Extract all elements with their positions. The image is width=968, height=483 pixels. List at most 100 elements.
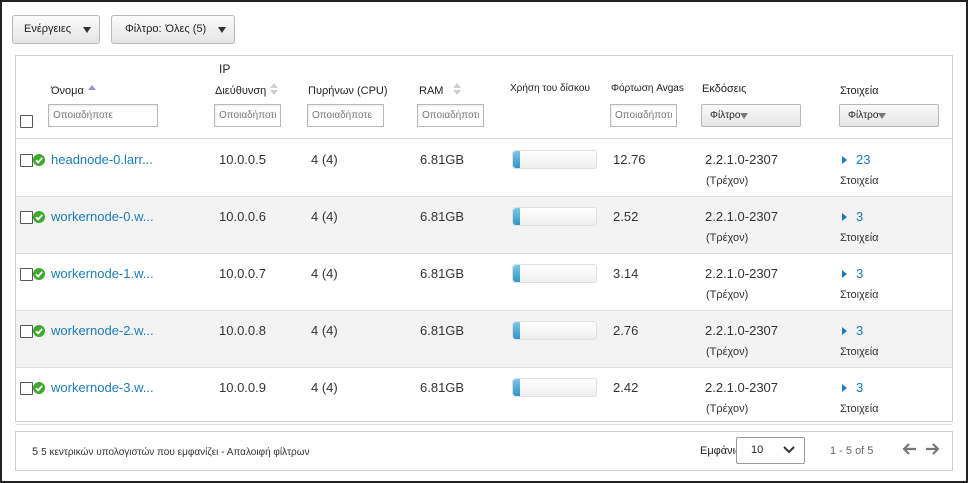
host-name-link[interactable]: workernode-1.w... bbox=[51, 266, 154, 281]
host-cores: 4 (4) bbox=[311, 323, 338, 338]
status-ok-icon bbox=[33, 154, 45, 166]
status-ok-icon bbox=[33, 382, 45, 394]
host-cores: 4 (4) bbox=[311, 209, 338, 224]
components-count-link[interactable]: 3 bbox=[856, 380, 864, 395]
caret-right-icon bbox=[842, 327, 847, 335]
components-filter-label: Φίλτρο bbox=[848, 110, 879, 121]
components-label: Στοιχεία bbox=[840, 175, 879, 187]
disk-usage-fill bbox=[513, 379, 520, 396]
host-ip: 10.0.0.8 bbox=[219, 323, 266, 338]
disk-usage-fill bbox=[513, 208, 520, 225]
column-header-ip[interactable]: Διεύθυνση bbox=[215, 83, 279, 97]
status-ok-icon bbox=[33, 211, 45, 223]
host-ip: 10.0.0.9 bbox=[219, 380, 266, 395]
host-load: 3.14 bbox=[613, 266, 639, 281]
column-header-components: Στοιχεία bbox=[840, 85, 879, 97]
components-count-link[interactable]: 3 bbox=[856, 323, 864, 338]
table-row[interactable]: headnode-0.larr... 10.0.0.5 4 (4) 6.81GB 12.… bbox=[16, 140, 952, 197]
host-count-number: 5 bbox=[32, 446, 39, 458]
row-checkbox[interactable] bbox=[20, 154, 33, 167]
sort-ascending-icon bbox=[87, 84, 96, 90]
host-name-link[interactable]: workernode-2.w... bbox=[51, 323, 154, 338]
table-row[interactable]: workernode-1.w... 10.0.0.7 4 (4) 6.81GB 3.14… bbox=[16, 254, 952, 311]
column-label: Φόρτωση Avgas bbox=[611, 83, 684, 94]
arrow-right-icon[interactable] bbox=[925, 443, 940, 457]
page-size-select[interactable]: 10 bbox=[736, 437, 805, 464]
arrow-left-icon[interactable] bbox=[902, 443, 917, 457]
host-name-link[interactable]: workernode-3.w... bbox=[51, 380, 154, 395]
host-ram: 6.81GB bbox=[420, 380, 465, 395]
disk-usage-fill bbox=[513, 265, 520, 282]
chevron-down-icon bbox=[218, 27, 226, 33]
components-count-link[interactable]: 23 bbox=[856, 152, 871, 167]
components-count-link[interactable]: 3 bbox=[856, 266, 864, 281]
row-checkbox[interactable] bbox=[20, 325, 33, 338]
cores-filter-input[interactable] bbox=[307, 104, 384, 127]
hosts-table: Όνομα IP Διεύθυνση Πυρήνων (CPU) RAM Χρή… bbox=[15, 55, 953, 425]
host-ram: 6.81GB bbox=[420, 323, 465, 338]
disk-usage-bar bbox=[512, 207, 597, 226]
ip-filter-input[interactable] bbox=[214, 104, 281, 127]
host-version: 2.2.1.0-2307 bbox=[705, 266, 779, 281]
host-version-state: (Τρέχον) bbox=[706, 289, 749, 301]
host-load: 2.42 bbox=[613, 380, 639, 395]
row-checkbox[interactable] bbox=[20, 268, 33, 281]
host-count-label[interactable]: 5 κεντρικών υπολογιστών που εμφανίζει - … bbox=[41, 447, 310, 458]
sort-icon bbox=[453, 83, 462, 96]
caret-right-icon bbox=[842, 156, 847, 164]
column-header-cores[interactable]: Πυρήνων (CPU) bbox=[308, 85, 388, 97]
host-cores: 4 (4) bbox=[311, 380, 338, 395]
page-size-value: 10 bbox=[751, 444, 764, 456]
components-filter-select[interactable]: Φίλτρο bbox=[839, 104, 939, 127]
filter-dropdown[interactable]: Φίλτρο: Όλες (5) bbox=[111, 15, 235, 44]
host-version-state: (Τρέχον) bbox=[706, 175, 749, 187]
disk-usage-bar bbox=[512, 150, 597, 169]
host-name-link[interactable]: workernode-0.w... bbox=[51, 209, 154, 224]
disk-usage-bar bbox=[512, 378, 597, 397]
chevron-down-icon bbox=[740, 113, 748, 119]
host-version: 2.2.1.0-2307 bbox=[705, 152, 779, 167]
row-checkbox[interactable] bbox=[20, 211, 33, 224]
host-version-state: (Τρέχον) bbox=[706, 232, 749, 244]
table-row[interactable]: workernode-2.w... 10.0.0.8 4 (4) 6.81GB 2.76… bbox=[16, 311, 952, 368]
components-label: Στοιχεία bbox=[840, 346, 879, 358]
name-filter-input[interactable] bbox=[48, 104, 158, 127]
sort-icon bbox=[270, 83, 279, 96]
caret-right-icon bbox=[842, 270, 847, 278]
column-label: Όνομα bbox=[51, 85, 84, 97]
actions-button[interactable]: Ενέργειες bbox=[12, 15, 100, 44]
column-header-load[interactable]: Φόρτωση Avgas bbox=[611, 83, 684, 94]
chevron-down-icon bbox=[878, 113, 886, 119]
host-load: 12.76 bbox=[613, 152, 646, 167]
select-all-checkbox[interactable] bbox=[20, 115, 33, 128]
column-header-ram[interactable]: RAM bbox=[419, 83, 462, 97]
components-label: Στοιχεία bbox=[840, 289, 879, 301]
page-range: 1 - 5 of 5 bbox=[830, 445, 874, 457]
table-row[interactable]: workernode-0.w... 10.0.0.6 4 (4) 6.81GB 2.52… bbox=[16, 197, 952, 254]
ram-filter-input[interactable] bbox=[417, 104, 484, 127]
column-label: Διεύθυνση bbox=[215, 85, 267, 97]
table-header: Όνομα IP Διεύθυνση Πυρήνων (CPU) RAM Χρή… bbox=[16, 56, 952, 139]
load-filter-input[interactable] bbox=[610, 104, 677, 127]
column-label: RAM bbox=[419, 85, 444, 97]
components-count-link[interactable]: 3 bbox=[856, 209, 864, 224]
row-checkbox[interactable] bbox=[20, 382, 33, 395]
disk-usage-bar bbox=[512, 264, 597, 283]
column-header-versions: Εκδόσεις bbox=[702, 83, 747, 95]
column-header-ip-top: IP bbox=[219, 62, 231, 76]
table-row[interactable]: workernode-3.w... 10.0.0.9 4 (4) 6.81GB 2.42… bbox=[16, 368, 952, 425]
column-header-name[interactable]: Όνομα bbox=[51, 84, 96, 97]
host-name-link[interactable]: headnode-0.larr... bbox=[51, 152, 153, 167]
actions-label: Ενέργειες bbox=[24, 23, 72, 35]
disk-usage-fill bbox=[513, 151, 520, 168]
host-ip: 10.0.0.6 bbox=[219, 209, 266, 224]
versions-filter-select[interactable]: Φίλτρο bbox=[701, 104, 801, 127]
host-version-state: (Τρέχον) bbox=[706, 403, 749, 415]
host-ram: 6.81GB bbox=[420, 152, 465, 167]
chevron-down-icon bbox=[83, 27, 91, 33]
filter-value: Όλες (5) bbox=[165, 23, 207, 35]
column-label: Πυρήνων (CPU) bbox=[308, 85, 388, 97]
